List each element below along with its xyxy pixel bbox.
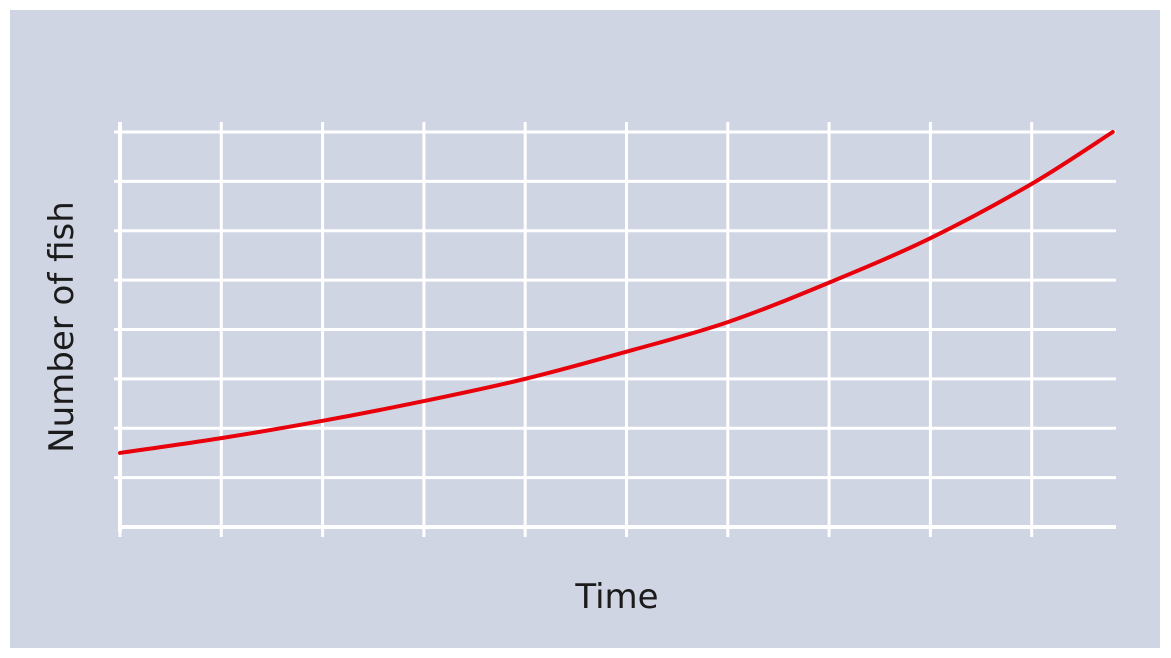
grid: [114, 122, 1116, 537]
y-axis-label: Number of fish: [42, 201, 82, 453]
series-layer: [118, 130, 1115, 455]
series-line-number-of-fish: [118, 130, 1115, 455]
x-axis-label: Time: [574, 577, 658, 617]
